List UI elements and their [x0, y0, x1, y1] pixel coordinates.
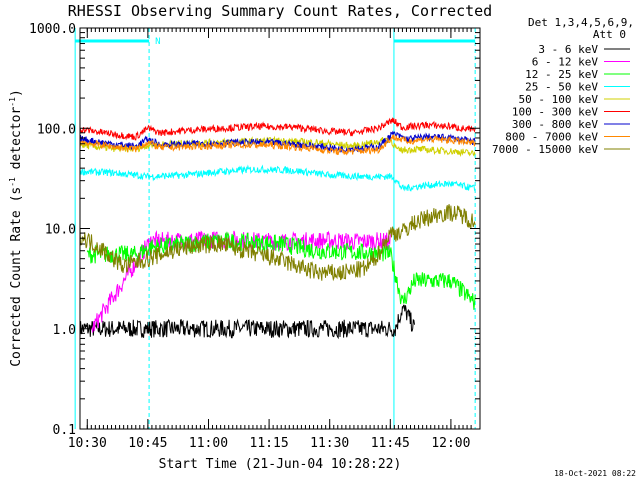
y-axis-label: Corrected Count Rate (s-1 detector-1): [8, 89, 24, 367]
legend-label-5: 50 - 100 keV: [519, 93, 599, 106]
series-line-4: [79, 164, 476, 192]
y-tick-label-2: 10.0: [45, 223, 76, 238]
x-tick-label-4: 11:30: [310, 436, 349, 451]
x-axis-label: Start Time (21-Jun-04 10:28:22): [159, 457, 402, 472]
x-tick-label-2: 11:00: [189, 436, 228, 451]
series-line-3: [86, 231, 476, 310]
legend-label-4: 25 - 50 keV: [525, 81, 598, 94]
legend-header-line1: Det 1,3,4,5,6,9,: [528, 16, 634, 29]
legend-label-6: 100 - 300 keV: [512, 106, 598, 119]
y-tick-label-0: 0.1: [53, 423, 76, 438]
chart-title: RHESSI Observing Summary Count Rates, Co…: [68, 2, 492, 20]
legend-header-line2: Att 0: [593, 28, 626, 41]
night-label: N: [155, 37, 160, 47]
night-markers: N: [74, 28, 476, 429]
x-tick-label-0: 10:30: [68, 436, 107, 451]
legend-label-3: 12 - 25 keV: [525, 68, 598, 81]
legend-label-2: 6 - 12 keV: [532, 56, 599, 69]
series-line-9: [79, 204, 476, 282]
series-line-8: [79, 134, 476, 156]
legend-label-7: 300 - 800 keV: [512, 118, 598, 131]
x-tick-label-5: 11:45: [371, 436, 410, 451]
series-line-1: [79, 304, 415, 340]
series-line-6: [79, 117, 476, 141]
x-tick-label-1: 10:45: [128, 436, 167, 451]
legend-label-1: 3 - 6 keV: [538, 43, 598, 56]
legend-label-8: 800 - 7000 keV: [505, 131, 598, 144]
legend-label-9: 7000 - 15000 keV: [492, 143, 598, 156]
x-tick-label-6: 12:00: [431, 436, 470, 451]
footer-timestamp: 18-Oct-2021 08:22: [554, 469, 636, 478]
series-group: [79, 117, 476, 340]
y-tick-label-4: 1000.0: [29, 22, 76, 37]
axes: 0.1 1.0 10.0 100.0 1000.0 10:30 10:45 11:00 11:1…: [29, 22, 481, 451]
x-tick-label-3: 11:15: [250, 436, 289, 451]
y-tick-label-1: 1.0: [53, 323, 76, 338]
y-tick-label-3: 100.0: [37, 122, 76, 137]
